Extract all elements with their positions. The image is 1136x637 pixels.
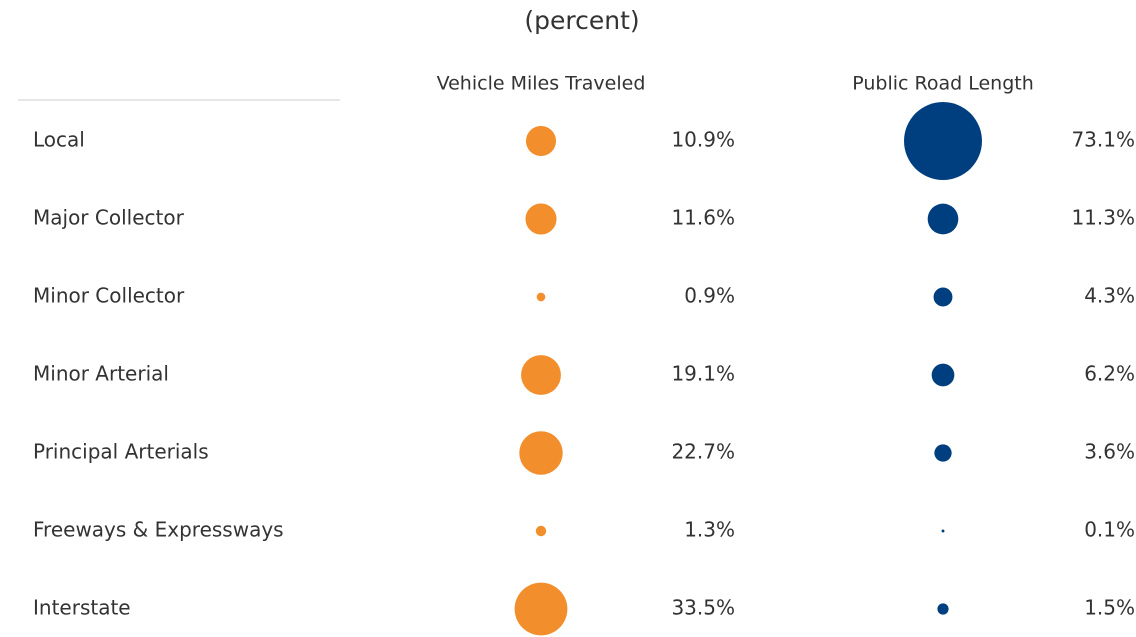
- bubble: [934, 444, 952, 462]
- value-label: 11.6%: [671, 206, 735, 230]
- value-label: 1.3%: [684, 518, 735, 542]
- value-label: 33.5%: [671, 596, 735, 620]
- value-label: 4.3%: [1084, 284, 1135, 308]
- bubble: [525, 125, 557, 157]
- column-header: Public Road Length: [852, 73, 1034, 95]
- bubble: [937, 603, 949, 615]
- row-label: Freeways & Expressways: [33, 518, 284, 542]
- row-label: Minor Arterial: [33, 362, 169, 386]
- bubble: [519, 431, 563, 475]
- row-label: Major Collector: [33, 206, 185, 230]
- bubble: [904, 102, 982, 180]
- chart-title: (percent): [524, 6, 639, 35]
- bubble: [931, 363, 955, 387]
- bubble: [927, 203, 959, 235]
- value-label: 10.9%: [671, 128, 735, 152]
- value-label: 19.1%: [671, 362, 735, 386]
- bubble: [525, 203, 557, 235]
- value-label: 22.7%: [671, 440, 735, 464]
- column-header: Vehicle Miles Traveled: [437, 73, 646, 95]
- bubble: [536, 292, 546, 302]
- value-label: 3.6%: [1084, 440, 1135, 464]
- value-label: 0.1%: [1084, 518, 1135, 542]
- row-label: Principal Arterials: [33, 440, 209, 464]
- value-label: 6.2%: [1084, 362, 1135, 386]
- value-label: 0.9%: [684, 284, 735, 308]
- value-label: 73.1%: [1071, 128, 1135, 152]
- value-label: 11.3%: [1071, 206, 1135, 230]
- row-label: Interstate: [33, 596, 131, 620]
- bubble: [941, 529, 945, 533]
- row-label: Local: [33, 128, 85, 152]
- row-label: Minor Collector: [33, 284, 185, 308]
- bubble: [535, 525, 547, 537]
- bubble: [521, 355, 561, 395]
- value-label: 1.5%: [1084, 596, 1135, 620]
- bubble: [514, 582, 568, 636]
- bubble: [933, 287, 953, 307]
